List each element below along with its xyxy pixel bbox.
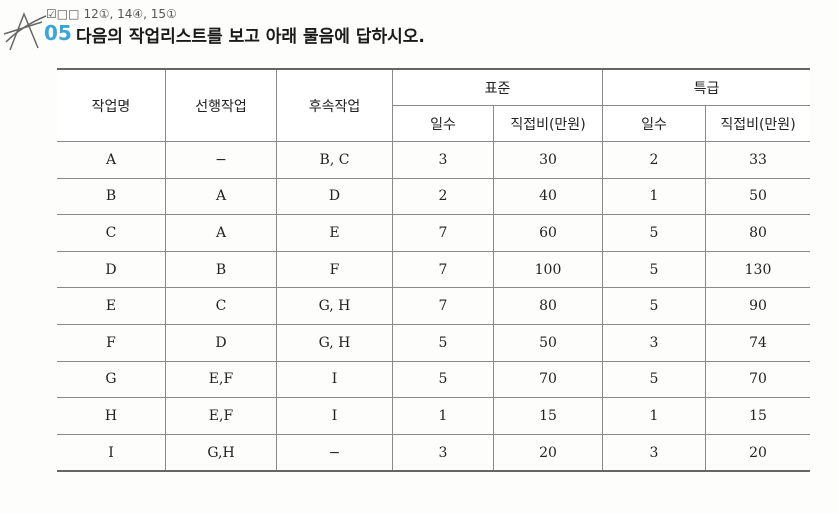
table-cell: G, H <box>276 287 393 325</box>
table-cell: 5 <box>392 360 494 399</box>
table-cell: 40 <box>493 177 603 216</box>
table-cell: F <box>57 323 166 362</box>
table-cell: 15 <box>493 397 603 435</box>
table-cell: 130 <box>705 250 810 289</box>
table-cell: 3 <box>602 323 706 362</box>
table-cell: 90 <box>705 287 810 325</box>
table-cell: E <box>57 287 166 325</box>
table-row: C A E 7 60 5 80 <box>57 214 810 252</box>
table-cell: 20 <box>493 433 603 472</box>
table-row: A − B, C 3 30 2 33 <box>57 141 810 179</box>
table-cell: G,H <box>165 433 277 472</box>
star-logo-icon <box>3 12 47 51</box>
col-standard: 표준 <box>392 68 603 106</box>
table-cell: 5 <box>602 287 706 325</box>
exam-references: 12①, 14④, 15① <box>83 7 177 21</box>
table-row: G E,F I 5 70 5 70 <box>57 360 810 399</box>
table-cell: H <box>57 397 166 435</box>
table-cell: 80 <box>705 214 810 252</box>
table-row: H E,F I 1 15 1 15 <box>57 397 810 435</box>
table-cell: 2 <box>392 177 494 216</box>
table-cell: 80 <box>493 287 603 325</box>
question-meta: ☑□□ 12①, 14④, 15① <box>46 7 177 21</box>
table-cell: 7 <box>392 287 494 325</box>
table-cell: 1 <box>602 177 706 216</box>
table-cell: 60 <box>493 214 603 252</box>
task-list-table: 작업명 선행작업 후속작업 표준 특급 일수 직접비(만원) 일수 직접비(만원… <box>57 68 810 473</box>
table-cell: A <box>57 141 166 179</box>
table-cell: C <box>57 214 166 252</box>
table-row: E C G, H 7 80 5 90 <box>57 287 810 325</box>
col-crash-cost: 직접비(만원) <box>705 105 810 142</box>
table-cell: I <box>57 433 166 472</box>
table-cell: D <box>276 177 393 216</box>
table-cell: 3 <box>392 141 494 179</box>
table-cell: 7 <box>392 250 494 289</box>
table-cell: C <box>165 287 277 325</box>
question-number: 05 <box>44 21 72 45</box>
table-cell: 20 <box>705 433 810 472</box>
col-standard-cost: 직접비(만원) <box>493 105 603 142</box>
table-cell: 3 <box>602 433 706 472</box>
table-cell: 2 <box>602 141 706 179</box>
table-cell: F <box>276 250 393 289</box>
table-cell: E <box>276 214 393 252</box>
table-cell: 3 <box>392 433 494 472</box>
table-cell: 1 <box>602 397 706 435</box>
table-cell: G, H <box>276 323 393 362</box>
table-cell: 70 <box>705 360 810 399</box>
table-cell: B <box>165 250 277 289</box>
table-row: F D G, H 5 50 3 74 <box>57 323 810 362</box>
table-cell: B <box>57 177 166 216</box>
table-cell: 5 <box>392 323 494 362</box>
table-cell: 74 <box>705 323 810 362</box>
table-cell: − <box>165 141 277 179</box>
col-crash-days: 일수 <box>602 105 706 142</box>
table-cell: G <box>57 360 166 399</box>
table-cell: E,F <box>165 397 277 435</box>
col-standard-days: 일수 <box>392 105 494 142</box>
col-successor: 후속작업 <box>276 68 393 142</box>
table-cell: 30 <box>493 141 603 179</box>
table-cell: 7 <box>392 214 494 252</box>
question-text: 다음의 작업리스트를 보고 아래 물음에 답하시오. <box>76 27 425 47</box>
table-cell: D <box>165 323 277 362</box>
col-crash: 특급 <box>602 68 810 106</box>
table-cell: 5 <box>602 360 706 399</box>
table-cell: 70 <box>493 360 603 399</box>
table-cell: A <box>165 214 277 252</box>
table-row: D B F 7 100 5 130 <box>57 250 810 289</box>
table-cell: B, C <box>276 141 393 179</box>
table-cell: 5 <box>602 250 706 289</box>
table-cell: I <box>276 397 393 435</box>
table-cell: 50 <box>493 323 603 362</box>
table-cell: 1 <box>392 397 494 435</box>
table-cell: − <box>276 433 393 472</box>
table-row: I G,H −3 20 3 20 <box>57 433 810 472</box>
table-row: B A D 2 40 1 50 <box>57 177 810 216</box>
table-cell: E,F <box>165 360 277 399</box>
col-predecessor: 선행작업 <box>165 68 277 142</box>
review-checkboxes[interactable]: ☑□□ <box>46 7 80 21</box>
col-task: 작업명 <box>57 68 166 142</box>
table-cell: 33 <box>705 141 810 179</box>
table-cell: I <box>276 360 393 399</box>
table-cell: A <box>165 177 277 216</box>
table-cell: D <box>57 250 166 289</box>
table-cell: 15 <box>705 397 810 435</box>
table-cell: 100 <box>493 250 603 289</box>
table-cell: 50 <box>705 177 810 216</box>
table-cell: 5 <box>602 214 706 252</box>
